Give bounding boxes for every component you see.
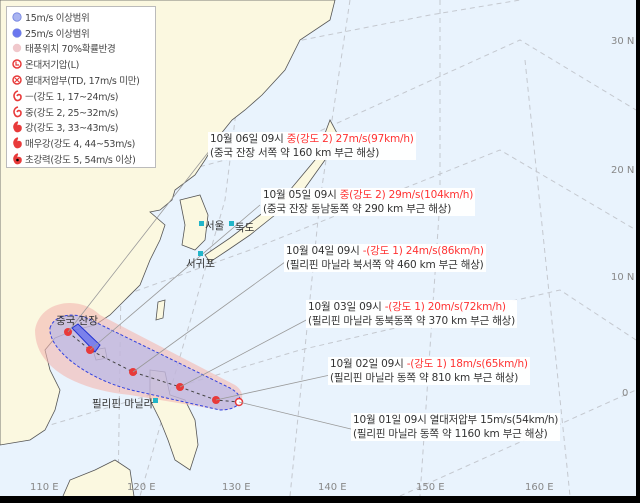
forecast-intensity: -(강도 1) 18m/s(65km/h): [406, 358, 528, 370]
forecast-label-day2: 10월 02일 09시 -(강도 1) 18m/s(65km/h) (필리핀 마닐…: [328, 357, 530, 385]
legend-item: 열대저압부(TD, 17m/s 미만): [11, 72, 151, 88]
forecast-label-day4: 10월 04일 09시 -(강도 1) 24m/s(86km/h) (필리핀 마닐…: [284, 244, 486, 272]
typhoon-grade-5-icon: [11, 153, 22, 165]
forecast-intensity: 중(강도 2) 29m/s(104km/h): [339, 189, 474, 201]
lon-label: 160 E: [525, 482, 554, 493]
forecast-label-day1: 10월 01일 09시 열대저압부 15m/s(54km/h) (필리핀 마닐라 …: [351, 413, 561, 441]
place-dokdo: 독도: [235, 222, 255, 234]
legend-item: 15m/s 이상범위: [11, 9, 151, 25]
forecast-time: 10월 06일 09시: [210, 133, 284, 145]
typhoon-grade-2-icon: [11, 105, 22, 117]
forecast-intensity: 중(강도 2) 27m/s(97km/h): [286, 133, 414, 145]
forecast-label-day5: 10월 05일 09시 중(강도 2) 29m/s(104km/h) (중국 잔장…: [261, 188, 476, 216]
legend-item: 강(강도 3, 33~43m/s): [11, 120, 151, 136]
lat-label: 30 N: [611, 36, 635, 47]
legend-item: 25m/s 이상범위: [11, 25, 151, 41]
lon-label: 140 E: [318, 482, 347, 493]
forecast-intensity: -(강도 1) 20m/s(72km/h): [384, 301, 506, 313]
seogwipo-marker: [198, 251, 203, 256]
tropical-depression-icon: [11, 75, 22, 86]
dokdo-marker: [229, 221, 234, 226]
lat-label: 10 N: [611, 272, 635, 283]
forecast-intensity: -(강도 1) 24m/s(86km/h): [362, 245, 484, 257]
legend-label: ㅡ(강도 1, 17~24m/s): [25, 91, 119, 103]
label-leaders: [67, 149, 356, 431]
typhoon-grade-4-icon: [11, 137, 22, 149]
legend-label: 15m/s 이상범위: [25, 12, 90, 24]
legend-label: 태풍위치 70%확률반경: [25, 44, 116, 56]
forecast-time: 10월 01일 09시: [353, 414, 427, 426]
forecast-label-day3: 10월 03일 09시 -(강도 1) 20m/s(72km/h) (필리핀 마닐…: [306, 300, 518, 328]
forecast-time: 10월 04일 09시: [286, 245, 360, 257]
place-zhanjiang: 중국 잔장: [56, 315, 98, 327]
forecast-location: (중국 잔장 동남동쪽 약 290 km 부근 해상): [263, 203, 452, 215]
forecast-location: (필리핀 마닐라 동쪽 약 810 km 부근 해상): [330, 372, 519, 384]
forecast-location: (필리핀 마닐라 동쪽 약 1160 km 부근 해상): [353, 428, 548, 440]
wind-15-radius-icon: [11, 11, 22, 22]
lon-label: 110 E: [30, 482, 59, 493]
legend-item: 중(강도 2, 25~32m/s): [11, 104, 151, 120]
legend-label: 초강력(강도 5, 54m/s 이상): [25, 155, 136, 167]
legend-item: 온대저기압(L): [11, 56, 151, 72]
typhoon-grade-1-icon: [11, 90, 22, 102]
forecast-location: (필리핀 마닐라 북서쪽 약 460 km 부근 해상): [286, 259, 484, 271]
forecast-location: (필리핀 마닐라 동북동쪽 약 370 km 부근 해상): [308, 315, 516, 327]
forecast-time: 10월 02일 09시: [330, 358, 404, 370]
legend-label: 강(강도 3, 33~43m/s): [25, 123, 119, 135]
legend-label: 매우강(강도 4, 44~53m/s): [25, 139, 136, 151]
legend-label: 중(강도 2, 25~32m/s): [25, 107, 119, 119]
lat-label: 20 N: [611, 165, 635, 176]
wind-25-radius-icon: [11, 27, 22, 38]
forecast-time: 10월 03일 09시: [308, 301, 382, 313]
wind-25-radius: [71, 323, 101, 353]
lat-label: 0: [622, 388, 629, 399]
manila-marker: [153, 398, 158, 403]
legend-label: 열대저압부(TD, 17m/s 미만): [25, 76, 140, 88]
forecast-label-day6: 10월 06일 09시 중(강도 2) 27m/s(97km/h) (중국 잔장 …: [208, 132, 416, 160]
wind-15-radius: [49, 314, 241, 411]
legend-item: 매우강(강도 4, 44~53m/s): [11, 135, 151, 151]
lon-label: 120 E: [127, 482, 156, 493]
legend-item: 초강력(강도 5, 54m/s 이상): [11, 151, 151, 167]
legend-item: 태풍위치 70%확률반경: [11, 41, 151, 57]
forecast-intensity: 열대저압부 15m/s(54km/h): [429, 414, 559, 426]
forecast-time: 10월 05일 09시: [263, 189, 337, 201]
place-seoul: 서울: [205, 220, 225, 232]
legend-item: ㅡ(강도 1, 17~24m/s): [11, 88, 151, 104]
lon-label: 150 E: [416, 482, 445, 493]
probability-radius-icon: [11, 43, 22, 54]
seoul-marker: [199, 221, 204, 226]
extratropical-low-icon: [11, 59, 22, 70]
legend-label: 25m/s 이상범위: [25, 28, 90, 40]
legend-label: 온대저기압(L): [25, 60, 80, 72]
lon-label: 130 E: [222, 482, 251, 493]
typhoon-grade-3-icon: [11, 121, 22, 133]
place-seogwipo: 서귀포: [186, 258, 215, 270]
forecast-location: (중국 잔장 서쪽 약 160 km 부근 해상): [210, 147, 380, 159]
place-manila: 필리핀 마닐라: [92, 398, 154, 410]
